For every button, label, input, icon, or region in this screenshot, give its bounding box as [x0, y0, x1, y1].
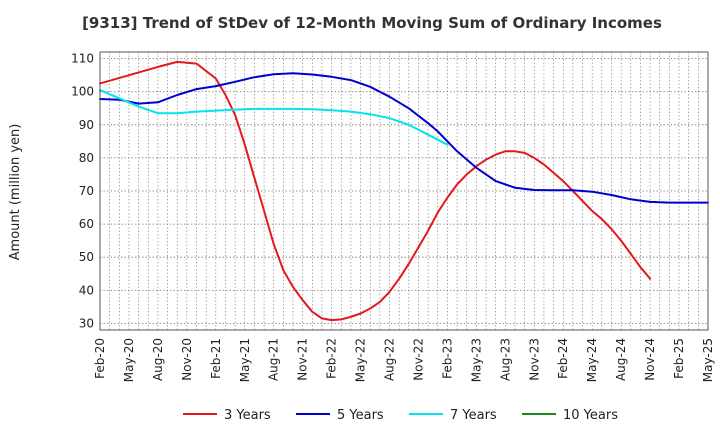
x-tick-label: May-20 — [122, 338, 136, 382]
x-tick-label: Nov-22 — [411, 338, 425, 381]
y-axis-ticks: 30 40 50 60 70 80 90 100 110 — [71, 52, 94, 331]
legend-label-7-years: 7 Years — [450, 408, 497, 423]
y-axis-label: Amount (million yen) — [8, 124, 23, 261]
x-tick-label: Aug-24 — [614, 338, 628, 381]
x-tick-label: Feb-24 — [556, 338, 570, 379]
x-axis-ticks: Feb-20 May-20 Aug-20 Nov-20 Feb-21 May-21 Aug-… — [93, 338, 715, 382]
x-tick-label: May-24 — [585, 338, 599, 382]
y-tick-label: 70 — [79, 184, 94, 198]
legend-label-10-years: 10 Years — [563, 408, 618, 423]
y-tick-label: 40 — [79, 283, 94, 297]
x-tick-label: Feb-20 — [93, 338, 107, 379]
series-line-3-years — [99, 60, 652, 322]
x-tick-label: Feb-23 — [440, 338, 454, 379]
series-line-7-years — [99, 89, 449, 146]
y-tick-label: 50 — [79, 250, 94, 264]
series-lines — [99, 60, 709, 322]
y-tick-label: 110 — [71, 52, 94, 66]
chart-title: [9313] Trend of StDev of 12-Month Moving… — [82, 14, 662, 32]
x-tick-label: May-23 — [469, 338, 483, 382]
x-tick-label: Nov-20 — [180, 338, 194, 381]
x-tick-label: Feb-22 — [325, 338, 339, 379]
legend-label-3-years: 3 Years — [224, 408, 271, 423]
grid — [99, 52, 709, 330]
y-tick-label: 80 — [79, 151, 94, 165]
x-tick-label: Nov-21 — [296, 338, 310, 381]
x-tick-label: May-25 — [701, 338, 715, 382]
x-tick-label: Aug-21 — [267, 338, 281, 381]
legend-label-5-years: 5 Years — [337, 408, 384, 423]
x-tick-label: Aug-20 — [151, 338, 165, 381]
series-line-5-years — [99, 72, 709, 204]
y-tick-label: 90 — [79, 118, 94, 132]
x-tick-label: Nov-24 — [643, 338, 657, 381]
x-tick-label: Aug-23 — [498, 338, 512, 381]
y-tick-label: 30 — [79, 316, 94, 330]
y-tick-label: 100 — [71, 85, 94, 99]
x-tick-label: May-22 — [354, 338, 368, 382]
y-tick-label: 60 — [79, 217, 94, 231]
x-tick-label: Aug-22 — [383, 338, 397, 381]
x-tick-label: Nov-23 — [527, 338, 541, 381]
x-tick-label: Feb-25 — [672, 338, 686, 379]
x-tick-label: Feb-21 — [209, 338, 223, 379]
legend: 3 Years 5 Years 7 Years 10 Years — [183, 408, 618, 423]
plot-frame — [99, 51, 709, 331]
x-tick-label: May-21 — [238, 338, 252, 382]
